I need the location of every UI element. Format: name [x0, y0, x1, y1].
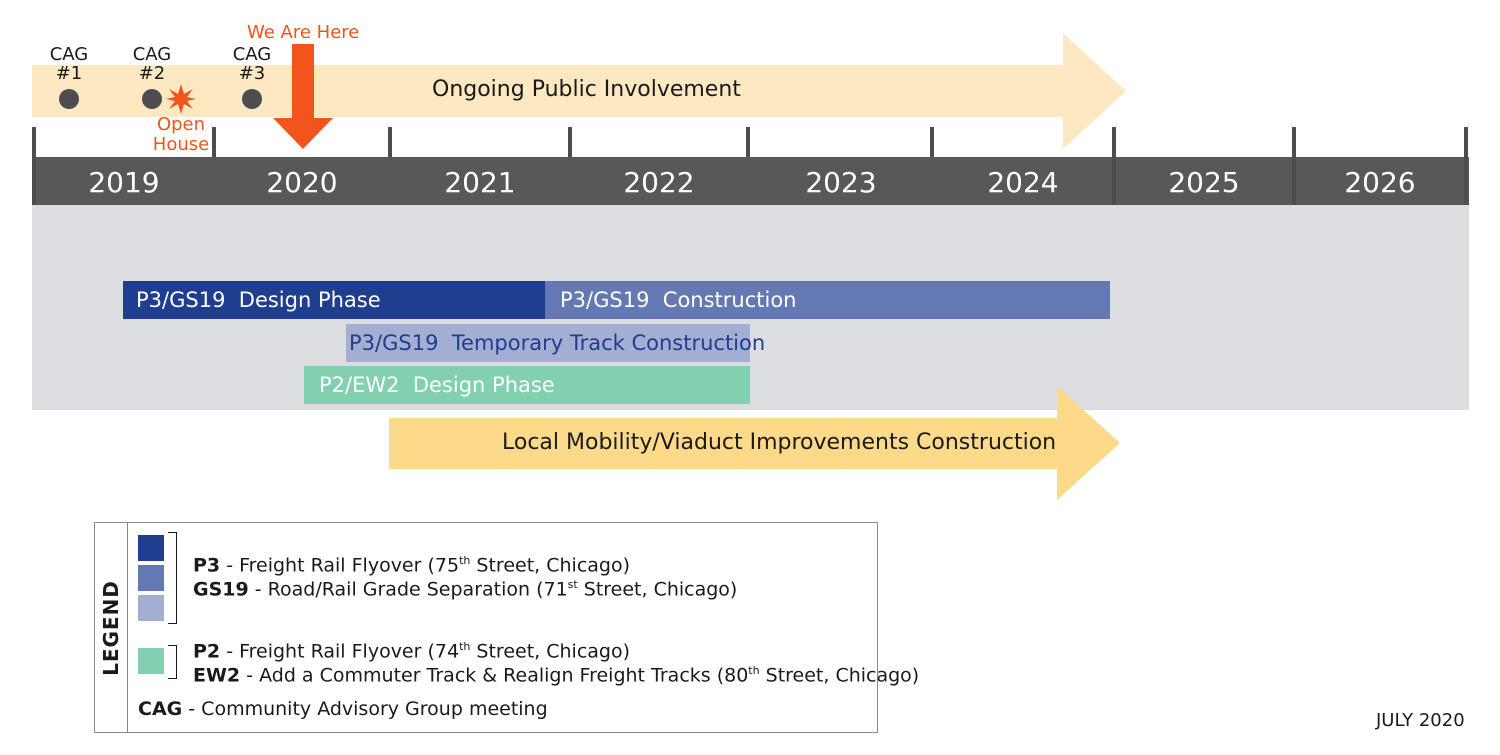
year-2019: 2019: [88, 166, 160, 199]
cag-1-dot: [59, 89, 79, 109]
public-involvement-arrow: [32, 33, 1126, 149]
public-involvement-label: Ongoing Public Involvement: [432, 77, 741, 102]
year-2021: 2021: [444, 166, 516, 199]
local-mobility-label: Local Mobility/Viaduct Improvements Cons…: [502, 430, 1057, 455]
p2-ew2-design-bar: P2/EW2 Design Phase: [304, 366, 750, 404]
legend-code: GS19: [193, 578, 249, 601]
legend-bracket-p3: [168, 532, 177, 624]
legend-desc: Street, Chicago): [577, 578, 738, 601]
legend-sup: th: [459, 640, 471, 653]
cag-label-line2: #3: [238, 63, 266, 84]
legend-title-text: LEGEND: [98, 579, 123, 676]
cag-label-line1: CAG: [49, 44, 89, 65]
legend-title: LEGEND: [94, 522, 128, 733]
cag-2-dot: [142, 89, 162, 109]
legend: [94, 522, 878, 733]
p3-gs19-construction-bar: P3/GS19 Construction: [544, 281, 1110, 319]
year-divider: [32, 127, 36, 235]
legend-entry-p3: P3 - Freight Rail Flyover (75th Street, …: [193, 554, 630, 576]
open-house-line2: House: [152, 134, 210, 155]
cag-meeting-3: CAG #3: [222, 45, 282, 83]
p3-gs19-temporary-track-bar: P3/GS19 Temporary Track Construction: [346, 324, 765, 362]
cag-label-line2: #2: [138, 63, 166, 84]
cag-3-dot: [242, 89, 262, 109]
bar-label: P3/GS19 Design Phase: [136, 288, 381, 312]
year-2024: 2024: [987, 166, 1059, 199]
we-are-here-label: We Are Here: [247, 22, 360, 43]
year-divider: [746, 127, 750, 157]
p3-gs19-design-bar: P3/GS19 Design Phase: [123, 281, 545, 319]
footer-date: JULY 2020: [1376, 710, 1465, 731]
legend-bracket-p2: [168, 645, 177, 679]
legend-code: CAG: [138, 698, 183, 720]
cag-label-line2: #1: [55, 63, 83, 84]
legend-desc: - Freight Rail Flyover (75: [220, 554, 460, 577]
legend-desc: - Community Advisory Group meeting: [182, 698, 548, 720]
year-2026: 2026: [1344, 166, 1416, 199]
year-2022: 2022: [623, 166, 695, 199]
legend-swatch-p3-design: [138, 535, 164, 561]
cag-meeting-1: CAG #1: [39, 45, 99, 83]
legend-entry-ew2: EW2 - Add a Commuter Track & Realign Fre…: [193, 664, 919, 686]
legend-desc: - Add a Commuter Track & Realign Freight…: [240, 664, 749, 687]
legend-desc: Street, Chicago): [470, 640, 631, 663]
legend-desc: Street, Chicago): [470, 554, 631, 577]
legend-code: P3: [193, 554, 221, 577]
legend-desc: - Road/Rail Grade Separation (71: [248, 578, 568, 601]
legend-entry-p2: P2 - Freight Rail Flyover (74th Street, …: [193, 640, 630, 662]
cag-label-line1: CAG: [232, 44, 272, 65]
year-divider: [212, 127, 216, 157]
open-house-label: Open House: [148, 115, 214, 155]
legend-swatch-p3-temporary: [138, 595, 164, 621]
year-divider: [568, 127, 572, 157]
legend-sup: th: [459, 554, 471, 567]
legend-entry-gs19: GS19 - Road/Rail Grade Separation (71st …: [193, 578, 737, 600]
bar-label: P2/EW2 Design Phase: [319, 373, 555, 397]
cag-label-line1: CAG: [132, 44, 172, 65]
year-2020: 2020: [266, 166, 338, 199]
timeline-bar: [32, 157, 1469, 205]
open-house-line1: Open: [156, 114, 206, 135]
legend-code: EW2: [193, 664, 241, 687]
legend-desc: Street, Chicago): [759, 664, 920, 687]
year-2025: 2025: [1168, 166, 1240, 199]
open-house-star-icon: [166, 84, 196, 114]
legend-sup: st: [567, 578, 578, 591]
year-divider: [1464, 127, 1468, 235]
bar-label: P3/GS19 Construction: [560, 288, 797, 312]
year-divider: [930, 127, 934, 157]
we-are-here-arrow-icon: [273, 44, 333, 149]
year-2023: 2023: [805, 166, 877, 199]
legend-entry-cag: CAG - Community Advisory Group meeting: [138, 698, 548, 720]
year-divider: [1112, 127, 1116, 235]
bar-label: P3/GS19 Temporary Track Construction: [349, 331, 766, 355]
year-divider: [1292, 127, 1296, 235]
legend-desc: - Freight Rail Flyover (74: [220, 640, 460, 663]
legend-swatch-p3-construction: [138, 565, 164, 591]
year-divider: [388, 127, 392, 157]
legend-swatch-p2: [138, 648, 164, 674]
cag-meeting-2: CAG #2: [122, 45, 182, 83]
legend-code: P2: [193, 640, 221, 663]
local-mobility-arrow: [389, 386, 1120, 500]
legend-sup: th: [748, 664, 760, 677]
